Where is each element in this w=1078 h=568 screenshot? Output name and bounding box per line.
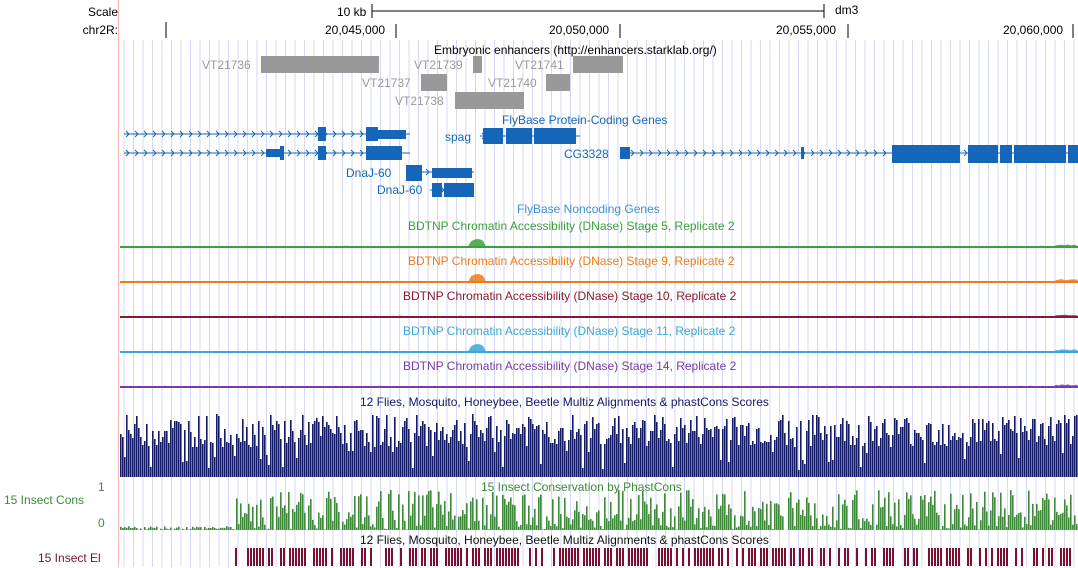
- position-label-4: 20,060,000: [1003, 23, 1063, 37]
- flybase-noncoding-track-title[interactable]: FlyBase Noncoding Genes: [517, 202, 660, 216]
- position-label-2: 20,050,000: [549, 23, 609, 37]
- phastcons-min-label: 0: [98, 516, 105, 530]
- enhancer-vt21740[interactable]: [546, 74, 570, 91]
- enhancer-label-vt21738[interactable]: VT21738: [395, 94, 444, 108]
- phastcons-histogram[interactable]: [120, 486, 1078, 531]
- gene-label-dnaj-2[interactable]: DnaJ-60: [377, 183, 422, 197]
- enhancer-label-vt21740[interactable]: VT21740: [488, 76, 537, 90]
- phastcons-track-label[interactable]: 15 Insect Cons: [4, 493, 84, 507]
- enhancer-label-vt21736[interactable]: VT21736: [202, 58, 251, 72]
- enhancer-features[interactable]: [120, 54, 1078, 114]
- gene-label-cg3328[interactable]: CG3328: [564, 147, 609, 161]
- scale-bar: [120, 2, 1078, 22]
- gene-label-dnaj-1[interactable]: DnaJ-60: [346, 166, 391, 180]
- enhancer-label-vt21737[interactable]: VT21737: [362, 76, 411, 90]
- chrom-label: chr2R:: [0, 23, 118, 37]
- enhancer-vt21741[interactable]: [573, 56, 623, 73]
- gene-label-spag[interactable]: spag: [445, 130, 471, 144]
- elements-track-title[interactable]: 12 Flies, Mosquito, Honeybee, Beetle Mul…: [360, 533, 769, 547]
- assembly-label: dm3: [835, 3, 858, 17]
- multiz-conservation-histogram[interactable]: [120, 407, 1078, 477]
- conserved-elements-track[interactable]: [120, 546, 1078, 568]
- scale-label: Scale: [0, 5, 118, 19]
- position-label-1: 20,045,000: [325, 23, 385, 37]
- elements-track-label[interactable]: 15 Insect El: [38, 551, 101, 565]
- position-label-3: 20,055,000: [776, 23, 836, 37]
- track-area[interactable]: 10 kb dm3 20,045,000 20,050,000 20,055,0…: [120, 0, 1078, 567]
- track-label-panel: Scale chr2R: 15 Insect Cons 1 0 15 Insec…: [0, 0, 118, 567]
- enhancer-label-vt21741[interactable]: VT21741: [515, 58, 564, 72]
- enhancer-vt21736[interactable]: [261, 56, 379, 73]
- phastcons-max-label: 1: [98, 480, 105, 494]
- gene-models[interactable]: [120, 122, 1078, 202]
- left-border-line: [118, 0, 119, 567]
- dnase-signal-tracks[interactable]: [120, 230, 1078, 410]
- enhancer-vt21737[interactable]: [421, 74, 447, 91]
- enhancer-vt21738[interactable]: [455, 92, 524, 109]
- enhancer-label-vt21739[interactable]: VT21739: [414, 58, 463, 72]
- enhancer-vt21739[interactable]: [473, 56, 482, 73]
